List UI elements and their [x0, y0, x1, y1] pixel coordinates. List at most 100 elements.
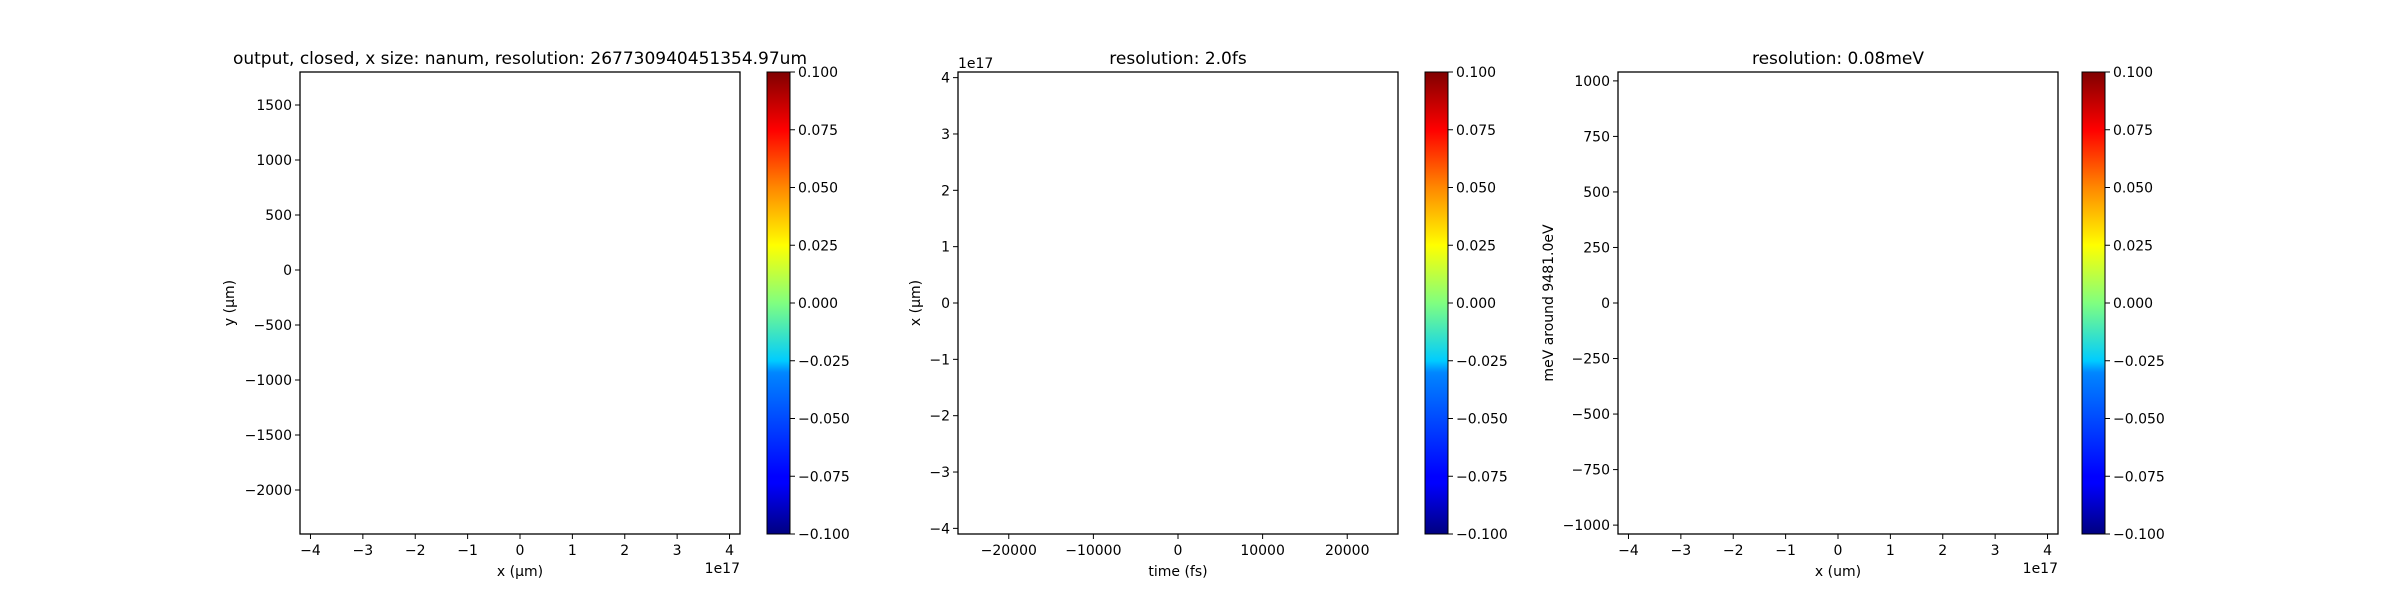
- y-tick-label: −4: [929, 521, 950, 537]
- x-tick-label: 2: [1938, 543, 1947, 559]
- y-tick-label: 2: [941, 183, 950, 199]
- panel-2-title: resolution: 2.0fs: [1109, 49, 1247, 69]
- panel-2-colorbar-gradient: [1424, 71, 1449, 535]
- x-tick-label: −3: [1671, 543, 1692, 559]
- panel-1-y-ticks: 1500 1000 500 0 −500 −1000 −1500 −2000: [245, 98, 300, 499]
- panel-1-colorbar-ticks: 0.100 0.075 0.050 0.025 0.000 −0.025 −0.050 −0.…: [790, 65, 850, 543]
- x-tick-label: 4: [2043, 543, 2052, 559]
- x-tick-label: 0: [1174, 543, 1183, 559]
- colorbar-tick-label: −0.050: [1456, 412, 1508, 428]
- x-tick-label: 2: [620, 543, 629, 559]
- colorbar-tick-label: −0.025: [1456, 354, 1508, 370]
- y-tick-label: 1: [941, 240, 950, 256]
- colorbar-tick-label: −0.025: [798, 354, 850, 370]
- panel-2-colorbar-ticks: 0.100 0.075 0.050 0.025 0.000 −0.025 −0.050 −0.…: [1448, 65, 1508, 543]
- y-tick-label: 250: [1583, 240, 1610, 256]
- panel-3-x-offset-label: 1e17: [2023, 561, 2058, 577]
- panel-3-y-ticks: 1000 750 500 250 0 −250 −500 −750 −1000: [1563, 74, 1618, 534]
- panel-1-x-axis-label: x (μm): [497, 564, 543, 580]
- y-tick-label: −1000: [245, 373, 292, 389]
- x-tick-label: −3: [353, 543, 374, 559]
- colorbar-tick-label: −0.025: [2113, 354, 2165, 370]
- x-tick-label: 1: [568, 543, 577, 559]
- colorbar-tick-label: 0.025: [2113, 238, 2153, 254]
- y-tick-label: 500: [1583, 185, 1610, 201]
- y-tick-label: 0: [941, 296, 950, 312]
- colorbar-tick-label: −0.100: [1456, 527, 1508, 543]
- y-tick-label: −1000: [1563, 518, 1610, 534]
- colorbar-tick-label: −0.100: [798, 527, 850, 543]
- y-tick-label: 500: [265, 208, 292, 224]
- colorbar-tick-label: −0.100: [2113, 527, 2165, 543]
- x-tick-label: −10000: [1065, 543, 1121, 559]
- colorbar-tick-label: 0.075: [798, 123, 838, 139]
- panel-3-colorbar-ticks: 0.100 0.075 0.050 0.025 0.000 −0.025 −0.050 −0.…: [2105, 65, 2165, 543]
- panel-1-x-ticks: −4 −3 −2 −1 0 1 2 3 4: [300, 534, 734, 559]
- panel-1-title: output, closed, x size: nanum, resolutio…: [233, 49, 807, 69]
- colorbar-tick-label: 0.050: [798, 181, 838, 197]
- panel-1-y-axis-label: y (μm): [222, 280, 238, 326]
- panel-2-y-axis-label: x (μm): [908, 280, 924, 326]
- x-tick-label: 1: [1886, 543, 1895, 559]
- x-tick-label: 20000: [1325, 543, 1370, 559]
- x-tick-label: −4: [300, 543, 321, 559]
- y-tick-label: −1: [929, 352, 950, 368]
- colorbar-tick-label: 0.025: [798, 238, 838, 254]
- colorbar-tick-label: 0.100: [1456, 65, 1496, 81]
- panel-3-y-axis-label: meV around 9481.0eV: [1541, 224, 1557, 382]
- panel-2-plot-area: [957, 71, 1399, 535]
- x-tick-label: 4: [725, 543, 734, 559]
- y-tick-label: 0: [1601, 296, 1610, 312]
- y-tick-label: 750: [1583, 129, 1610, 145]
- x-tick-label: 10000: [1240, 543, 1285, 559]
- y-tick-label: −2: [929, 409, 950, 425]
- panel-2-y-offset-label: 1e17: [958, 56, 993, 72]
- x-tick-label: 0: [516, 543, 525, 559]
- colorbar-tick-label: −0.050: [2113, 412, 2165, 428]
- panel-1: output, closed, x size: nanum, resolutio…: [222, 49, 807, 580]
- panel-1-colorbar-gradient: [766, 71, 791, 535]
- colorbar-tick-label: −0.075: [798, 469, 850, 485]
- panel-3-colorbar: 0.100 0.075 0.050 0.025 0.000 −0.025 −0.050 −0.…: [2081, 65, 2165, 543]
- y-tick-label: −500: [1572, 407, 1610, 423]
- colorbar-tick-label: −0.050: [798, 412, 850, 428]
- colorbar-tick-label: 0.100: [2113, 65, 2153, 81]
- x-tick-label: −2: [405, 543, 426, 559]
- panel-1-plot-area: [299, 71, 741, 535]
- y-tick-label: −3: [929, 465, 950, 481]
- panel-3-title: resolution: 0.08meV: [1752, 49, 1924, 69]
- colorbar-tick-label: 0.025: [1456, 238, 1496, 254]
- x-tick-label: −1: [1775, 543, 1796, 559]
- panel-3-x-ticks: −4 −3 −2 −1 0 1 2 3 4: [1618, 534, 2052, 559]
- y-tick-label: 0: [283, 263, 292, 279]
- x-tick-label: 3: [1991, 543, 2000, 559]
- colorbar-tick-label: 0.000: [798, 296, 838, 312]
- panel-2: resolution: 2.0fs −20000 −10000 0 10000 2000…: [908, 49, 1399, 580]
- colorbar-tick-label: 0.075: [2113, 123, 2153, 139]
- x-tick-label: −1: [457, 543, 478, 559]
- colorbar-tick-label: 0.100: [798, 65, 838, 81]
- panel-3-colorbar-gradient: [2081, 71, 2106, 535]
- y-tick-label: −2000: [245, 483, 292, 499]
- colorbar-tick-label: −0.075: [2113, 469, 2165, 485]
- colorbar-tick-label: 0.000: [2113, 296, 2153, 312]
- panel-2-y-ticks: 4 3 2 1 0 −1 −2 −3 −4: [929, 71, 958, 537]
- panel-2-colorbar: 0.100 0.075 0.050 0.025 0.000 −0.025 −0.050 −0.…: [1424, 65, 1508, 543]
- colorbar-tick-label: 0.050: [1456, 181, 1496, 197]
- y-tick-label: −750: [1572, 463, 1610, 479]
- y-tick-label: 1500: [256, 98, 292, 114]
- y-tick-label: 3: [941, 127, 950, 143]
- x-tick-label: −4: [1618, 543, 1639, 559]
- x-tick-label: −2: [1723, 543, 1744, 559]
- y-tick-label: 1000: [256, 153, 292, 169]
- panel-2-x-axis-label: time (fs): [1148, 564, 1207, 580]
- panel-3-plot-area: [1617, 71, 2059, 535]
- colorbar-tick-label: 0.050: [2113, 181, 2153, 197]
- panel-2-x-ticks: −20000 −10000 0 10000 20000: [981, 534, 1370, 559]
- x-tick-label: 0: [1834, 543, 1843, 559]
- colorbar-tick-label: −0.075: [1456, 469, 1508, 485]
- panel-3: resolution: 0.08meV −4 −3 −2 −1 0 1 2 3 4 1000 75…: [1541, 49, 2059, 580]
- y-tick-label: 1000: [1574, 74, 1610, 90]
- y-tick-label: 4: [941, 71, 950, 87]
